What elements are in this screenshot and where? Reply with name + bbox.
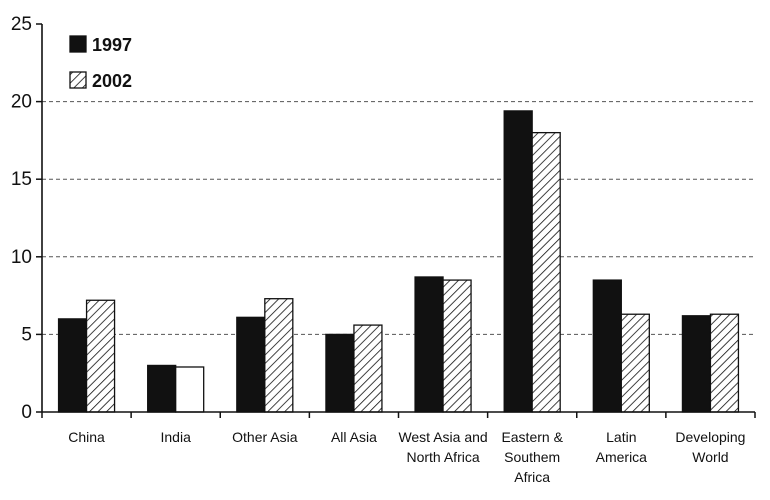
x-category-label: Eastern & Southem Africa — [501, 429, 563, 485]
y-tick-labels: 0 5 10 15 20 25 — [11, 14, 32, 423]
bar-2002-7 — [709, 313, 740, 413]
x-category-labels: China India Other Asia All Asia West Asia an… — [68, 429, 745, 485]
bar-2002-6 — [620, 313, 650, 413]
bar-2002-3 — [353, 324, 383, 413]
legend-label-2002: 2002 — [92, 71, 132, 91]
x-category-label-line: All Asia — [331, 429, 377, 445]
x-category-label-line: Africa — [514, 469, 550, 485]
bar-1997-4 — [414, 276, 444, 413]
legend: 1997 2002 — [69, 35, 132, 91]
y-tick-label: 10 — [11, 247, 32, 268]
x-category-label: Other Asia — [232, 429, 298, 445]
bar-2002-5 — [531, 131, 561, 413]
x-category-label-line: Southem — [504, 449, 560, 465]
x-category-label: India — [161, 429, 192, 445]
x-category-label: All Asia — [331, 429, 377, 445]
x-category-label-line: Eastern & — [501, 429, 563, 445]
x-category-label-line: World — [692, 449, 728, 465]
x-category-label-line: America — [596, 449, 648, 465]
bar-1997-7 — [681, 315, 712, 413]
bar-2002-1 — [175, 366, 205, 413]
bar-1997-1 — [147, 364, 177, 413]
bar-1997-0 — [57, 318, 88, 413]
x-category-label: Latin America — [596, 429, 648, 465]
x-category-label-line: North Africa — [406, 449, 479, 465]
legend-swatch-1997 — [69, 35, 87, 53]
bar-2002-4 — [442, 279, 472, 413]
y-tick-label: 20 — [11, 92, 32, 113]
bar-1997-5 — [503, 110, 533, 413]
x-category-label-line: Other Asia — [232, 429, 298, 445]
x-category-label-line: Latin — [606, 429, 636, 445]
bar-1997-6 — [592, 279, 622, 413]
x-category-label: West Asia and North Africa — [398, 429, 487, 465]
legend-label-1997: 1997 — [92, 35, 132, 55]
y-tick-label: 15 — [11, 169, 32, 190]
bar-1997-2 — [236, 316, 266, 413]
x-category-label: Developing World — [675, 429, 745, 465]
grid-lines — [42, 101, 755, 335]
bar-2002-2 — [264, 298, 294, 413]
bars — [57, 110, 740, 413]
x-category-label-line: China — [68, 429, 105, 445]
bar-1997-3 — [325, 333, 355, 413]
legend-swatch-2002 — [69, 71, 87, 89]
x-category-label-line: Developing — [675, 429, 745, 445]
y-tick-label: 5 — [21, 324, 32, 345]
x-category-label-line: West Asia and — [398, 429, 487, 445]
y-tick-label: 0 — [21, 402, 32, 423]
y-tick-label: 25 — [11, 14, 32, 35]
axes — [36, 23, 756, 418]
x-category-label-line: India — [161, 429, 192, 445]
bar-2002-0 — [85, 299, 116, 413]
x-category-label: China — [68, 429, 105, 445]
